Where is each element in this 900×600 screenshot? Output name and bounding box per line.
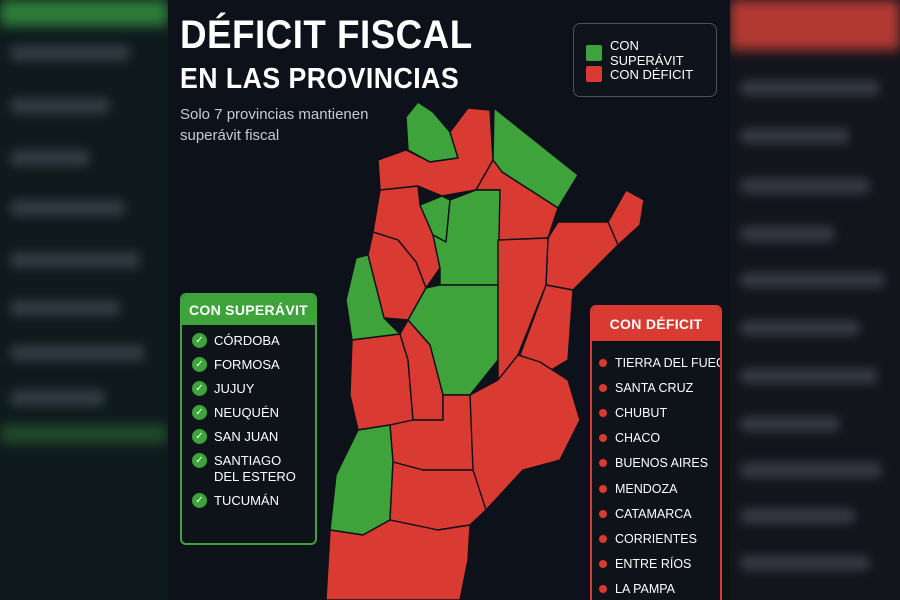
- superavit-panel-title: CON SUPERÁVIT: [182, 295, 315, 325]
- bullet-dot-icon: [599, 408, 607, 417]
- superavit-list-item: ✓ FORMOSA: [182, 357, 315, 373]
- deficit-list: TIERRA DEL FUEGO SANTA CRUZ CHUBUT CHACO…: [592, 341, 720, 600]
- map-region-rio-negro: [389, 461, 487, 531]
- superavit-list: ✓ CÓRDOBA ✓ FORMOSA ✓ JUJUY ✓ NEUQUÉN ✓ SAN J…: [182, 325, 315, 509]
- map-region-entre-rios: [519, 284, 574, 373]
- map-legend: CON SUPERÁVIT CON DÉFICIT: [573, 23, 717, 97]
- map-region-mendoza: [349, 333, 414, 431]
- superavit-list-item: ✓ SAN JUAN: [182, 429, 315, 445]
- deficit-panel-title: CON DÉFICIT: [592, 307, 720, 341]
- green-swatch-icon: [586, 45, 602, 61]
- deficit-list-item: TIERRA DEL FUEGO: [592, 350, 720, 375]
- map-region-buenos-aires: [469, 354, 581, 521]
- subtitle: Solo 7 provincias mantienen superávit fi…: [180, 106, 369, 144]
- deficit-list-item: CORRIENTES: [592, 526, 720, 551]
- bullet-dot-icon: [599, 509, 607, 518]
- bullet-dot-icon: [599, 383, 607, 392]
- bullet-dot-icon: [599, 358, 607, 367]
- bullet-dot-icon: [599, 534, 607, 543]
- check-circle-icon: ✓: [192, 493, 207, 508]
- legend-item-deficit: CON DÉFICIT: [586, 66, 693, 82]
- argentina-provinces-map: [325, 101, 645, 600]
- infographic-poster: DÉFICIT FISCAL EN LAS PROVINCIAS Solo 7 …: [168, 0, 730, 600]
- main-title-line2: EN LAS PROVINCIAS: [180, 63, 460, 95]
- check-circle-icon: ✓: [192, 357, 207, 372]
- superavit-list-item: ✓ JUJUY: [182, 381, 315, 397]
- bullet-dot-icon: [599, 560, 607, 569]
- deficit-list-item: CHUBUT: [592, 400, 720, 425]
- blurred-right-panel: [730, 0, 900, 600]
- check-circle-icon: ✓: [192, 333, 207, 348]
- deficit-list-item: CATAMARCA: [592, 501, 720, 526]
- deficit-panel: CON DÉFICIT TIERRA DEL FUEGO SANTA CRUZ …: [590, 305, 722, 600]
- bullet-dot-icon: [599, 484, 607, 493]
- deficit-list-item: LA PAMPA: [592, 577, 720, 600]
- legend-label-superavit: CON SUPERÁVIT: [609, 38, 684, 68]
- deficit-list-item: SANTA CRUZ: [592, 375, 720, 400]
- map-region-chubut: [325, 519, 471, 600]
- check-circle-icon: ✓: [192, 405, 207, 420]
- deficit-list-item: BUENOS AIRES: [592, 451, 720, 476]
- map-region-corrientes: [545, 221, 619, 291]
- superavit-list-item: ✓ SANTIAGO DEL ESTERO: [182, 453, 315, 485]
- map-region-neuquen: [329, 424, 394, 536]
- bullet-dot-icon: [599, 434, 607, 443]
- bullet-dot-icon: [599, 585, 607, 594]
- superavit-list-item: ✓ NEUQUÉN: [182, 405, 315, 421]
- check-circle-icon: ✓: [192, 453, 207, 468]
- superavit-list-item: ✓ CÓRDOBA: [182, 333, 315, 349]
- legend-item-superavit: CON SUPERÁVIT: [586, 38, 716, 68]
- superavit-panel: CON SUPERÁVIT ✓ CÓRDOBA ✓ FORMOSA ✓ JUJUY ✓…: [180, 293, 317, 545]
- check-circle-icon: ✓: [192, 429, 207, 444]
- bullet-dot-icon: [599, 459, 607, 468]
- red-swatch-icon: [586, 66, 602, 82]
- main-title-line1: DÉFICIT FISCAL: [180, 13, 473, 57]
- deficit-list-item: ENTRE RÍOS: [592, 552, 720, 577]
- superavit-list-item: ✓ TUCUMÁN: [182, 493, 315, 509]
- check-circle-icon: ✓: [192, 381, 207, 396]
- legend-label-deficit: CON DÉFICIT: [610, 66, 694, 82]
- deficit-list-item: MENDOZA: [592, 476, 720, 501]
- blurred-left-panel: [0, 0, 168, 600]
- deficit-list-item: CHACO: [592, 426, 720, 451]
